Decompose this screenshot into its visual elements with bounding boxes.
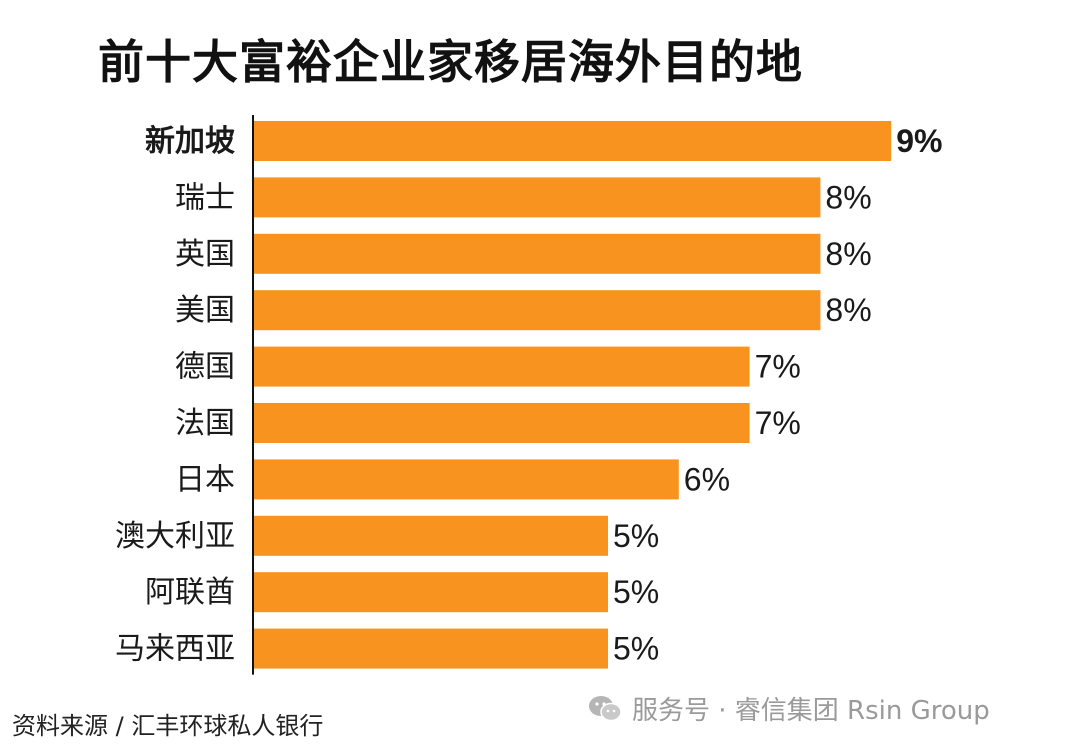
wechat-icon bbox=[589, 695, 622, 721]
data-label: 5% bbox=[613, 518, 659, 554]
bar bbox=[254, 346, 750, 387]
category-label: 澳大利亚 bbox=[115, 519, 235, 554]
data-label: 7% bbox=[755, 349, 801, 385]
data-label: 5% bbox=[613, 574, 659, 610]
bar bbox=[254, 515, 608, 556]
category-label: 法国 bbox=[175, 406, 235, 441]
watermark: 服务号 · 睿信集团 Rsin Group bbox=[588, 690, 990, 727]
bar bbox=[254, 403, 750, 443]
data-label: 6% bbox=[684, 461, 730, 497]
category-label: 新加坡 bbox=[145, 124, 235, 159]
watermark-text: 服务号 · 睿信集团 Rsin Group bbox=[632, 696, 990, 726]
category-label: 英国 bbox=[175, 237, 235, 272]
data-label: 9% bbox=[896, 123, 942, 159]
category-label: 德国 bbox=[175, 350, 235, 385]
data-label: 8% bbox=[825, 236, 871, 272]
bar bbox=[254, 628, 608, 669]
category-label: 日本 bbox=[175, 462, 235, 497]
bar bbox=[254, 290, 821, 331]
bar bbox=[254, 121, 892, 161]
bar bbox=[254, 572, 608, 613]
data-label: 8% bbox=[825, 292, 871, 328]
data-label: 8% bbox=[825, 179, 871, 215]
category-label: 瑞士 bbox=[175, 180, 235, 215]
data-label: 5% bbox=[613, 631, 659, 667]
category-label: 马来西亚 bbox=[115, 632, 235, 667]
source-note: 资料来源 / 汇丰环球私人银行 bbox=[12, 712, 324, 740]
bar bbox=[254, 177, 821, 218]
category-label: 美国 bbox=[175, 293, 235, 328]
bar bbox=[254, 459, 679, 500]
data-label: 7% bbox=[755, 405, 801, 441]
bar bbox=[254, 233, 821, 274]
category-label: 阿联酋 bbox=[145, 575, 235, 610]
chart-title: 前十大富裕企业家移居海外目的地 bbox=[98, 35, 803, 89]
